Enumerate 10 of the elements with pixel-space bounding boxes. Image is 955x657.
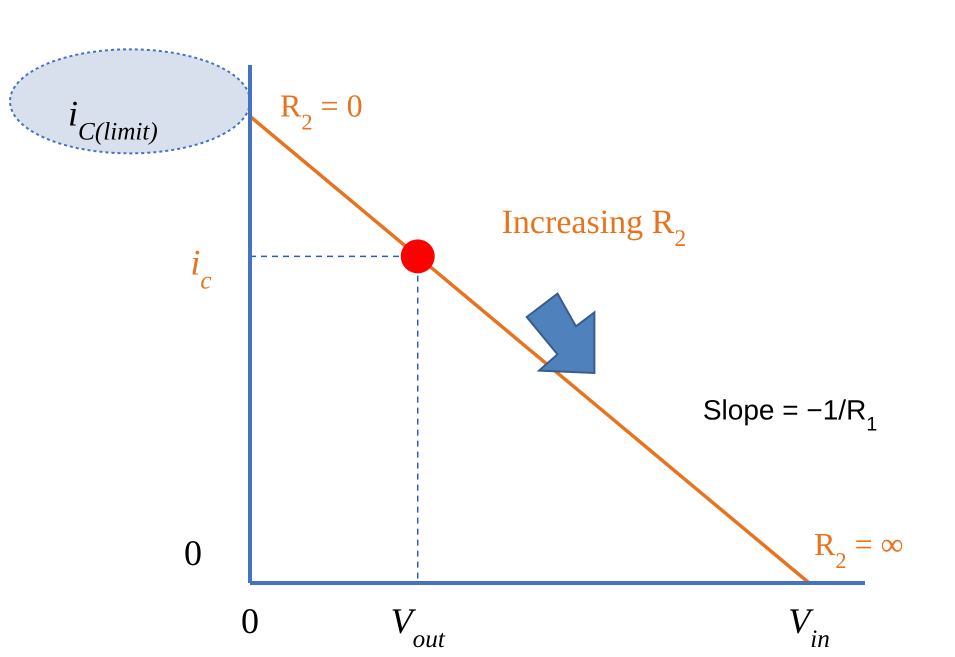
annotation: Slope = −1/R$_{1}$ [702, 394, 878, 436]
annotation: Increasing R$_{2}$ [502, 204, 686, 252]
annotation: R$_{2}$ = ∞ [814, 526, 904, 572]
text: 0 [184, 533, 202, 573]
annotation: R$_{2}$ = 0 [280, 87, 363, 134]
x-tick-label: V$_{out}$ [390, 601, 446, 652]
x-tick-label: 0 [241, 601, 259, 641]
x-tick-label: V$_{in}$ [788, 601, 830, 652]
text: i$_{c}$ [190, 242, 212, 294]
text: i$_{C(limit)}$ [68, 93, 158, 145]
